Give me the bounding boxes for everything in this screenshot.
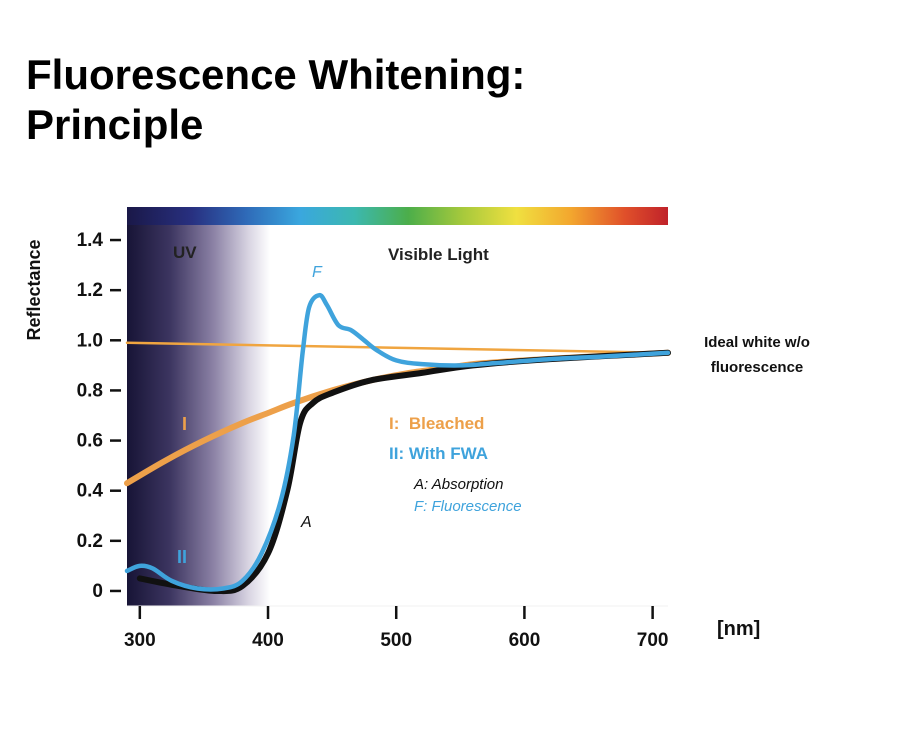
y-axis-label: Reflectance [24,239,44,340]
legend-entry-fluorescence: F: Fluorescence [414,498,522,515]
ideal-white-label-line-1: Ideal white w/o [704,334,810,351]
ideal-white-label-line-2: fluorescence [711,359,804,376]
y-tick-label: 1.2 [77,280,103,301]
curve-label-ii: II [177,547,187,567]
curve-label-a: A [300,514,312,531]
y-tick-label: 0 [92,581,103,602]
x-axis: 300 400 500 600 700 [124,606,668,651]
uv-region-shade [127,225,270,606]
legend: I: Bleached II: With FWA A: Absorption F… [389,414,522,515]
y-tick-label: 1.0 [77,330,103,351]
y-tick-label: 1.4 [77,230,104,251]
series-line-ideal [125,341,670,355]
region-label-uv: UV [173,243,197,262]
y-tick-label: 0.2 [77,531,103,552]
spectrum-bar [127,207,668,225]
series-layer [124,292,671,595]
slide-title: Fluorescence Whitening: Principle [26,50,525,150]
y-tick-label: 0.6 [77,431,103,452]
x-tick-label: 600 [509,630,541,651]
y-axis: 0 0.2 0.4 0.6 0.8 1.0 1.2 1.4 [77,230,121,602]
x-tick-label: 700 [637,630,669,651]
x-axis-unit-label: [nm] [717,618,760,640]
curve-label-i: I [182,414,187,434]
legend-entry-bleached: I: Bleached [389,414,484,433]
x-tick-label: 500 [380,630,412,651]
x-tick-label: 300 [124,630,156,651]
title-line-1: Fluorescence Whitening: [26,51,526,98]
x-tick-label: 400 [252,630,284,651]
curve-label-f: F [312,264,323,281]
legend-entry-absorption: A: Absorption [413,476,504,493]
legend-entry-with-fwa: II: With FWA [389,444,488,463]
title-line-2: Principle [26,101,204,148]
series-line-fwa [124,292,671,592]
y-tick-label: 0.4 [77,481,104,502]
y-tick-label: 0.8 [77,380,103,401]
region-label-visible: Visible Light [388,245,489,264]
